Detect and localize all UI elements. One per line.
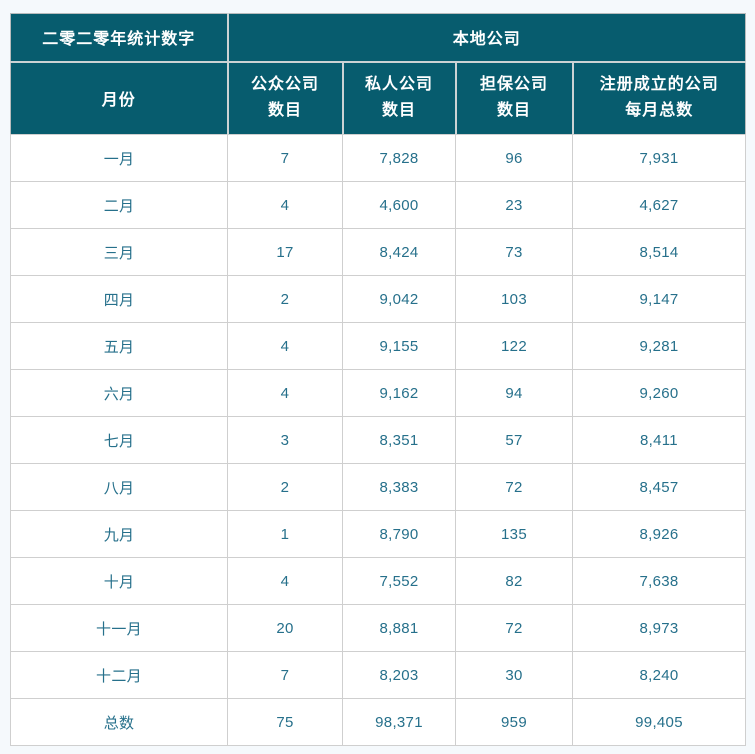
value-cell: 8,411 — [571, 416, 747, 464]
table-header: 二零二零年统计数字 本地公司 月份 公众公司 数目 私人公司 数目 担保公司 数… — [10, 13, 746, 135]
value-cell: 4,627 — [571, 181, 747, 229]
value-cell: 8,514 — [571, 228, 747, 276]
value-cell: 23 — [455, 181, 573, 229]
value-cell: 135 — [455, 510, 573, 558]
table-row: 一月 7 7,828 96 7,931 — [10, 134, 747, 182]
value-cell: 9,147 — [571, 275, 747, 323]
column-header-guarantee-companies: 担保公司 数目 — [455, 60, 574, 135]
month-cell: 三月 — [10, 228, 228, 276]
value-cell: 8,240 — [571, 651, 747, 699]
value-cell: 8,351 — [342, 416, 456, 464]
value-cell: 8,424 — [342, 228, 456, 276]
value-cell: 4 — [227, 557, 343, 605]
column-header-monthly-total: 注册成立的公司 每月总数 — [572, 60, 746, 135]
total-value-cell: 959 — [455, 698, 573, 746]
month-cell: 十一月 — [10, 604, 228, 652]
value-cell: 8,926 — [571, 510, 747, 558]
table-row: 十月 4 7,552 82 7,638 — [10, 557, 747, 605]
value-cell: 94 — [455, 369, 573, 417]
table-row: 四月 2 9,042 103 9,147 — [10, 275, 747, 323]
value-cell: 3 — [227, 416, 343, 464]
total-label-cell: 总数 — [10, 698, 228, 746]
table-body: 一月 7 7,828 96 7,931 二月 4 4,600 23 4,627 … — [10, 134, 747, 746]
value-cell: 1 — [227, 510, 343, 558]
month-cell: 四月 — [10, 275, 228, 323]
column-header-public-companies: 公众公司 数目 — [227, 60, 344, 135]
table-row: 六月 4 9,162 94 9,260 — [10, 369, 747, 417]
month-cell: 二月 — [10, 181, 228, 229]
value-cell: 2 — [227, 275, 343, 323]
value-cell: 122 — [455, 322, 573, 370]
statistics-table: 二零二零年统计数字 本地公司 月份 公众公司 数目 私人公司 数目 担保公司 数… — [10, 13, 747, 746]
value-cell: 7 — [227, 651, 343, 699]
table-row: 二月 4 4,600 23 4,627 — [10, 181, 747, 229]
value-cell: 9,260 — [571, 369, 747, 417]
value-cell: 73 — [455, 228, 573, 276]
table-row: 七月 3 8,351 57 8,411 — [10, 416, 747, 464]
value-cell: 82 — [455, 557, 573, 605]
value-cell: 2 — [227, 463, 343, 511]
total-value-cell: 98,371 — [342, 698, 456, 746]
value-cell: 4,600 — [342, 181, 456, 229]
total-value-cell: 99,405 — [571, 698, 747, 746]
value-cell: 4 — [227, 369, 343, 417]
value-cell: 96 — [455, 134, 573, 182]
month-cell: 十二月 — [10, 651, 228, 699]
table-row: 五月 4 9,155 122 9,281 — [10, 322, 747, 370]
value-cell: 30 — [455, 651, 573, 699]
value-cell: 20 — [227, 604, 343, 652]
value-cell: 8,203 — [342, 651, 456, 699]
header-row-columns: 月份 公众公司 数目 私人公司 数目 担保公司 数目 注册成立的公司 每月总数 — [10, 60, 746, 135]
value-cell: 7,638 — [571, 557, 747, 605]
value-cell: 8,881 — [342, 604, 456, 652]
month-cell: 九月 — [10, 510, 228, 558]
table-row: 三月 17 8,424 73 8,514 — [10, 228, 747, 276]
value-cell: 7,552 — [342, 557, 456, 605]
value-cell: 103 — [455, 275, 573, 323]
value-cell: 7 — [227, 134, 343, 182]
value-cell: 72 — [455, 604, 573, 652]
header-line: 私人公司 — [364, 76, 433, 94]
total-row: 总数 75 98,371 959 99,405 — [10, 698, 747, 746]
column-header-month: 月份 — [10, 60, 229, 135]
value-cell: 57 — [455, 416, 573, 464]
month-cell: 七月 — [10, 416, 228, 464]
group-header-cell: 本地公司 — [227, 13, 746, 62]
table-row: 十二月 7 8,203 30 8,240 — [10, 651, 747, 699]
total-value-cell: 75 — [227, 698, 343, 746]
value-cell: 9,042 — [342, 275, 456, 323]
value-cell: 7,828 — [342, 134, 456, 182]
value-cell: 4 — [227, 181, 343, 229]
header-line: 注册成立的公司 — [599, 76, 719, 94]
value-cell: 8,790 — [342, 510, 456, 558]
header-row-group: 二零二零年统计数字 本地公司 — [10, 13, 746, 62]
header-line: 数目 — [267, 102, 302, 120]
month-cell: 十月 — [10, 557, 228, 605]
value-cell: 8,383 — [342, 463, 456, 511]
header-line: 公众公司 — [250, 76, 319, 94]
month-cell: 六月 — [10, 369, 228, 417]
value-cell: 9,155 — [342, 322, 456, 370]
table-row: 十一月 20 8,881 72 8,973 — [10, 604, 747, 652]
header-line: 数目 — [381, 102, 416, 120]
value-cell: 7,931 — [571, 134, 747, 182]
header-line: 每月总数 — [625, 102, 694, 120]
value-cell: 9,281 — [571, 322, 747, 370]
table-row: 八月 2 8,383 72 8,457 — [10, 463, 747, 511]
header-line: 数目 — [496, 102, 531, 120]
month-cell: 五月 — [10, 322, 228, 370]
header-line: 担保公司 — [479, 76, 548, 94]
value-cell: 4 — [227, 322, 343, 370]
column-header-private-companies: 私人公司 数目 — [342, 60, 457, 135]
month-cell: 一月 — [10, 134, 228, 182]
value-cell: 72 — [455, 463, 573, 511]
value-cell: 8,457 — [571, 463, 747, 511]
value-cell: 9,162 — [342, 369, 456, 417]
value-cell: 8,973 — [571, 604, 747, 652]
table-row: 九月 1 8,790 135 8,926 — [10, 510, 747, 558]
month-cell: 八月 — [10, 463, 228, 511]
table-title-cell: 二零二零年统计数字 — [10, 13, 229, 62]
value-cell: 17 — [227, 228, 343, 276]
